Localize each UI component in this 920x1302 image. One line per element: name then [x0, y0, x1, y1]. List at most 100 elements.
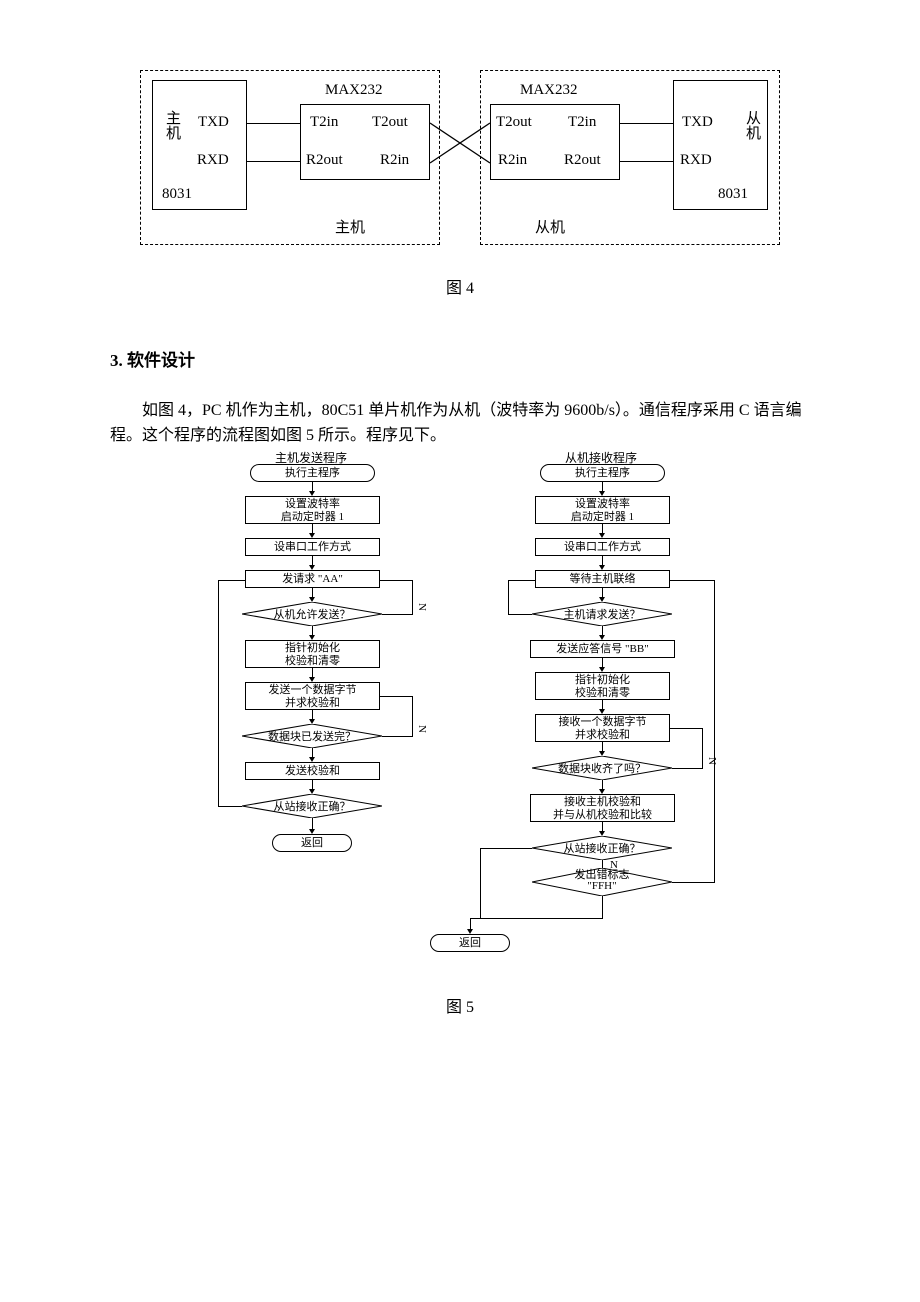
fig5-recv-start: 执行主程序 [540, 464, 665, 482]
fig4-right-max232-title: MAX232 [520, 82, 578, 99]
fig5-send-d1-n: N [416, 603, 428, 611]
fig5-recv-p6: 指针初始化 校验和清零 [535, 672, 670, 700]
fig5-recv-p8: 接收主机校验和 并与从机校验和比较 [530, 794, 675, 822]
fig5-recv-n6: 指针初始化 校验和清零 [575, 674, 630, 699]
line [670, 728, 703, 729]
fig5-recv-n7: 接收一个数据字节 并求校验和 [559, 716, 647, 741]
line [380, 696, 413, 697]
fig5-recv-p2: 设置波特率 启动定时器 1 [535, 496, 670, 524]
fig5-send-p7: 发送校验和 [245, 762, 380, 780]
fig5-recv-d3-label: 从站接收正确？ [532, 840, 672, 856]
fig5-send-d2-n: N [416, 725, 428, 733]
fig5-recv-n4: 等待主机联络 [570, 573, 636, 585]
fig5-send-n3: 设串口工作方式 [274, 541, 351, 553]
fig5-send-n2: 设置波特率 启动定时器 1 [281, 498, 344, 523]
fig5-send-n4: 发请求 "AA" [282, 573, 343, 585]
fig5-recv-p5: 发送应答信号 "BB" [530, 640, 675, 658]
line [218, 806, 242, 807]
line [382, 736, 412, 737]
fig5-send-p4: 发请求 "AA" [245, 570, 380, 588]
fig4-right-r2in: R2in [498, 152, 527, 169]
fig5-send-p6: 发送一个数据字节 并求校验和 [245, 682, 380, 710]
fig4-left-mcu-name: 主机 [162, 110, 183, 140]
fig5-recv-ret: 返回 [430, 934, 510, 952]
line [412, 696, 413, 737]
line [382, 614, 412, 615]
fig4-wire [620, 161, 673, 162]
fig5-recv-p7: 接收一个数据字节 并求校验和 [535, 714, 670, 742]
fig4-left-r2out: R2out [306, 152, 343, 169]
arrowhead [309, 829, 315, 834]
fig4-right-txd: TXD [682, 114, 713, 131]
section-heading-3: 3. 软件设计 [110, 346, 810, 371]
fig4-right-t2out: T2out [496, 114, 532, 131]
fig5-recv-d2: 数据块收齐了吗？ [532, 756, 672, 780]
fig5-send-d1-label: 从机允许发送？ [242, 606, 382, 622]
line [412, 580, 413, 615]
fig4-left-group-label: 主机 [335, 216, 365, 237]
line [470, 918, 603, 919]
fig5-send-d2-label: 数据块已发送完？ [242, 728, 382, 744]
line [508, 614, 532, 615]
section3-para-text: 如图 4，PC 机作为主机，80C51 单片机作为从机（波特率为 9600b/s… [110, 402, 802, 444]
fig5-recv-ret-label: 返回 [459, 937, 481, 949]
fig4-wire [247, 161, 300, 162]
line [672, 768, 702, 769]
fig4-right-rxd: RXD [680, 152, 712, 169]
line [480, 848, 481, 918]
figure-4-caption: 图 4 [110, 274, 810, 298]
fig5-recv-n2: 设置波特率 启动定时器 1 [571, 498, 634, 523]
fig5-recv-n8: 接收主机校验和 并与从机校验和比较 [553, 796, 652, 821]
fig4-right-chip8031: 8031 [718, 186, 748, 203]
fig4-right-mcu-name: 从机 [742, 110, 763, 140]
line [480, 848, 532, 849]
fig4-left-chip8031: 8031 [162, 186, 192, 203]
fig4-wire [247, 123, 300, 124]
fig5-send-d1: 从机允许发送？ [242, 602, 382, 626]
line [380, 580, 413, 581]
fig4-left-r2in: R2in [380, 152, 409, 169]
fig5-recv-d3: 从站接收正确？ [532, 836, 672, 860]
fig5-recv-d2-n: N [706, 757, 718, 765]
fig4-left-rxd: RXD [197, 152, 229, 169]
line [218, 580, 219, 807]
fig4-left-txd: TXD [198, 114, 229, 131]
fig5-recv-d1-label: 主机请求发送？ [532, 606, 672, 622]
fig5-recv-err: 发出错标志 "FFH" [532, 868, 672, 896]
fig5-send-p2: 设置波特率 启动定时器 1 [245, 496, 380, 524]
line [218, 580, 245, 581]
fig5-recv-n5: 发送应答信号 "BB" [556, 643, 648, 655]
fig5-send-p5: 指针初始化 校验和清零 [245, 640, 380, 668]
fig5-recv-n1: 执行主程序 [575, 467, 630, 479]
fig5-recv-err-label: 发出错标志 "FFH" [532, 870, 672, 892]
line [508, 580, 509, 615]
fig5-send-start: 执行主程序 [250, 464, 375, 482]
fig5-send-n5: 指针初始化 校验和清零 [285, 642, 340, 667]
fig4-left-max232-title: MAX232 [325, 82, 383, 99]
line [602, 896, 603, 919]
fig4-wire [620, 123, 673, 124]
fig5-recv-n3: 设串口工作方式 [564, 541, 641, 553]
section3-paragraph: 如图 4，PC 机作为主机，80C51 单片机作为从机（波特率为 9600b/s… [110, 399, 810, 449]
fig5-send-d3-label: 从站接收正确？ [242, 798, 382, 814]
fig4-right-r2out: R2out [564, 152, 601, 169]
figure-5-flowchart: 主机发送程序 执行主程序 设置波特率 启动定时器 1 设串口工作方式 发请求 "… [160, 449, 760, 969]
fig4-left-t2out: T2out [372, 114, 408, 131]
arrowhead [467, 929, 473, 934]
fig5-send-ret-label: 返回 [301, 837, 323, 849]
arrow [602, 860, 603, 868]
fig5-recv-d2-label: 数据块收齐了吗？ [532, 760, 672, 776]
fig5-send-p3: 设串口工作方式 [245, 538, 380, 556]
figure-4-diagram: 主机 TXD RXD 8031 MAX232 T2in T2out R2out … [140, 60, 780, 250]
line [672, 882, 714, 883]
line [670, 580, 715, 581]
figure-5-caption: 图 5 [110, 993, 810, 1017]
fig5-send-d3: 从站接收正确？ [242, 794, 382, 818]
fig5-send-n6: 发送一个数据字节 并求校验和 [269, 684, 357, 709]
fig5-recv-p3: 设串口工作方式 [535, 538, 670, 556]
fig5-send-ret: 返回 [272, 834, 352, 852]
fig5-send-d2: 数据块已发送完？ [242, 724, 382, 748]
fig5-recv-d1: 主机请求发送？ [532, 602, 672, 626]
fig4-right-group-label: 从机 [535, 216, 565, 237]
line [714, 580, 715, 883]
